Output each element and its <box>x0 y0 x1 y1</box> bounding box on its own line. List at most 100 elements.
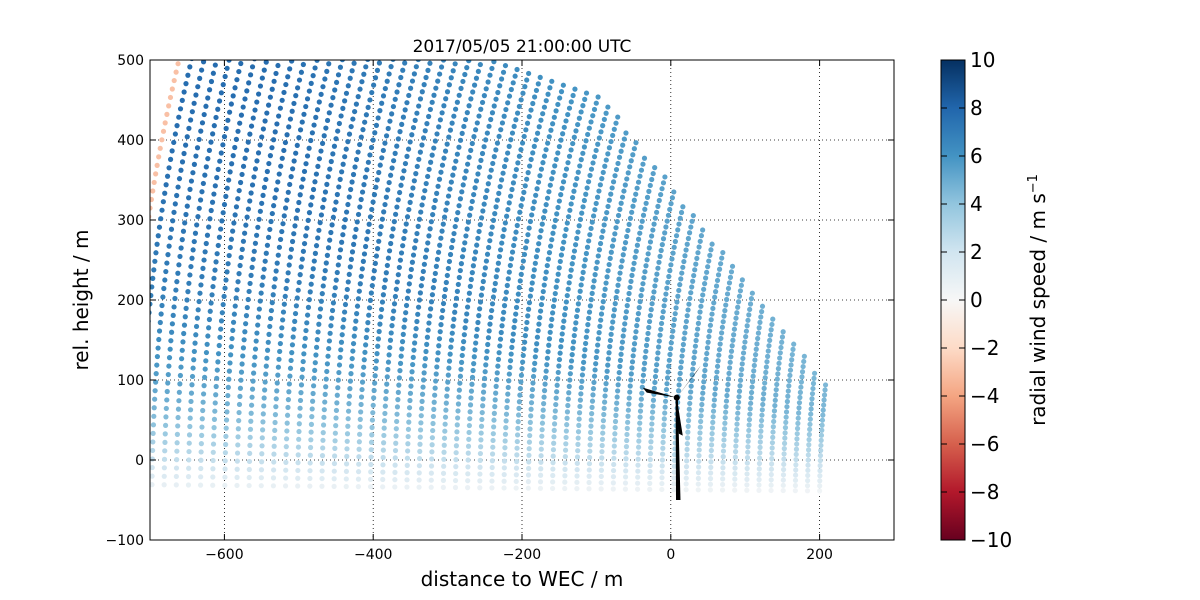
scan-point <box>517 392 523 398</box>
scan-point <box>418 420 424 426</box>
scan-point <box>267 94 273 100</box>
scan-point <box>349 68 355 74</box>
scan-point <box>174 457 180 463</box>
scan-point <box>461 123 467 130</box>
scan-point <box>329 307 336 314</box>
scan-point <box>485 341 491 348</box>
scan-point <box>483 355 489 361</box>
scan-point <box>393 440 399 446</box>
scan-point <box>426 166 432 172</box>
scan-point <box>193 332 199 338</box>
scan-point <box>809 391 816 397</box>
scan-point <box>227 360 233 366</box>
scan-point <box>417 290 423 296</box>
scan-point <box>648 445 654 451</box>
scan-point <box>235 426 241 432</box>
scan-point <box>404 462 410 468</box>
scan-point <box>490 294 497 300</box>
scan-point <box>805 477 811 484</box>
scan-point <box>209 292 215 298</box>
y-tick-label: 0 <box>135 453 144 469</box>
scan-point <box>708 464 714 470</box>
scan-point <box>663 386 670 393</box>
scan-point <box>406 419 412 425</box>
scan-point <box>405 426 412 432</box>
scan-point <box>409 78 416 84</box>
scan-point <box>588 119 594 125</box>
scan-point <box>489 301 496 307</box>
scan-point <box>218 226 224 232</box>
scan-point <box>580 269 586 275</box>
scan-point <box>624 437 630 444</box>
scan-point <box>444 200 450 206</box>
scan-point <box>417 448 423 455</box>
scan-point <box>538 440 545 446</box>
scan-point <box>631 341 638 347</box>
scan-point <box>776 360 782 366</box>
scan-point <box>275 179 281 185</box>
scan-point <box>756 466 762 472</box>
scan-point <box>215 106 221 112</box>
scan-point <box>453 457 459 463</box>
scan-point <box>341 224 347 230</box>
scan-point <box>441 463 447 469</box>
scan-point <box>480 208 486 214</box>
scan-point <box>291 231 297 237</box>
scan-point <box>392 293 399 300</box>
scan-point <box>250 115 256 121</box>
scan-point <box>234 482 240 489</box>
scan-point <box>325 245 332 251</box>
scan-point <box>251 248 257 254</box>
scan-point <box>327 237 333 243</box>
scan-point <box>641 360 648 366</box>
scan-point <box>263 363 269 369</box>
scan-point <box>304 153 311 159</box>
scan-point <box>338 113 344 119</box>
scan-point <box>364 167 370 173</box>
scan-point <box>458 366 464 372</box>
scan-point <box>799 369 806 375</box>
scan-point <box>477 222 483 228</box>
scan-point <box>618 200 624 206</box>
scan-point <box>236 271 242 277</box>
scan-point <box>488 116 494 123</box>
scan-point <box>737 383 743 389</box>
scan-point <box>716 352 722 358</box>
scan-point <box>789 351 795 358</box>
scan-point <box>614 394 620 400</box>
scan-point <box>527 218 534 225</box>
scan-point <box>564 422 570 428</box>
scan-point <box>218 150 224 156</box>
scan-point <box>484 251 491 257</box>
scan-point <box>262 118 268 124</box>
scan-point <box>189 373 196 380</box>
scan-point <box>452 477 459 484</box>
scan-point <box>572 242 579 248</box>
scan-point <box>379 216 385 222</box>
scan-point <box>624 233 630 240</box>
scan-point <box>459 130 465 136</box>
scan-point <box>552 217 559 223</box>
scan-point <box>762 375 768 381</box>
scan-point <box>725 381 731 388</box>
scan-point <box>613 406 619 412</box>
scan-point <box>368 439 375 445</box>
scan-point <box>740 355 746 362</box>
scan-point <box>707 252 713 259</box>
scan-point <box>453 470 459 477</box>
scan-point <box>528 406 534 412</box>
scan-point <box>635 444 642 450</box>
scan-point <box>660 433 666 440</box>
scan-point <box>469 381 475 387</box>
scan-point <box>183 81 189 87</box>
scan-point <box>416 484 422 490</box>
scan-point <box>760 396 766 402</box>
scan-point <box>143 344 148 349</box>
scan-point <box>231 311 237 317</box>
scan-point <box>501 471 507 478</box>
scan-point <box>631 146 637 152</box>
scan-point <box>785 393 791 399</box>
scan-point <box>150 284 155 290</box>
scan-point <box>383 270 389 276</box>
scan-point <box>280 309 287 315</box>
